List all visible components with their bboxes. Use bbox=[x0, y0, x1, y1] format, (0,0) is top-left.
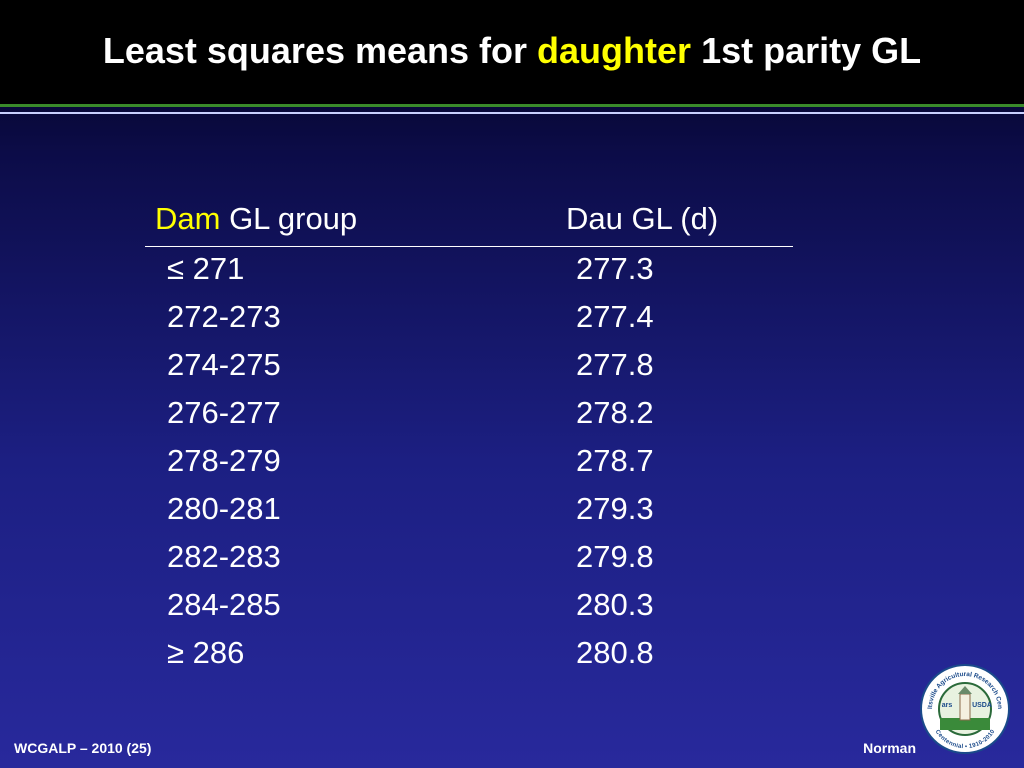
table-cell: 277.3 bbox=[576, 251, 654, 286]
column-header: Dau GL (d) bbox=[566, 201, 719, 236]
table-cell: 284-285 bbox=[167, 587, 281, 622]
table-cell: 279.8 bbox=[576, 539, 654, 574]
table-cell: 280-281 bbox=[167, 491, 281, 526]
footer-left: WCGALP – 2010 (25) bbox=[14, 740, 152, 756]
table-cell: 277.8 bbox=[576, 347, 654, 382]
table-cell: ≤ 271 bbox=[167, 251, 245, 286]
table-cell: 274-275 bbox=[167, 347, 281, 382]
title-highlight: daughter bbox=[537, 30, 692, 71]
logo-agency: USDA bbox=[972, 702, 992, 709]
title-text: 1st parity GL bbox=[691, 30, 922, 71]
header-rule bbox=[145, 246, 793, 247]
table-cell: 272-273 bbox=[167, 299, 281, 334]
logo-ars: ars bbox=[942, 702, 953, 709]
title-bar bbox=[0, 0, 1024, 104]
table-cell: 280.3 bbox=[576, 587, 654, 622]
table-cell: 279.3 bbox=[576, 491, 654, 526]
table-cell: 280.8 bbox=[576, 635, 654, 670]
table-cell: ≥ 286 bbox=[167, 635, 245, 670]
table-cell: 278.7 bbox=[576, 443, 654, 478]
divider bbox=[0, 104, 1024, 107]
table-cell: 282-283 bbox=[167, 539, 281, 574]
table-cell: 277.4 bbox=[576, 299, 654, 334]
footer-right: Norman bbox=[863, 740, 916, 756]
column-header: Dam GL group bbox=[155, 201, 357, 237]
header-highlight: Dam bbox=[155, 201, 221, 236]
table-cell: 276-277 bbox=[167, 395, 281, 430]
title: Least squares means for daughter 1st par… bbox=[0, 30, 1024, 72]
title-text: Least squares means for bbox=[102, 30, 538, 71]
table-cell: 278-279 bbox=[167, 443, 281, 478]
divider bbox=[0, 112, 1024, 114]
header-text: GL group bbox=[220, 201, 358, 236]
table-cell: 278.2 bbox=[576, 395, 654, 430]
logo: Beltsville Agricultural Research Center … bbox=[920, 664, 1010, 754]
